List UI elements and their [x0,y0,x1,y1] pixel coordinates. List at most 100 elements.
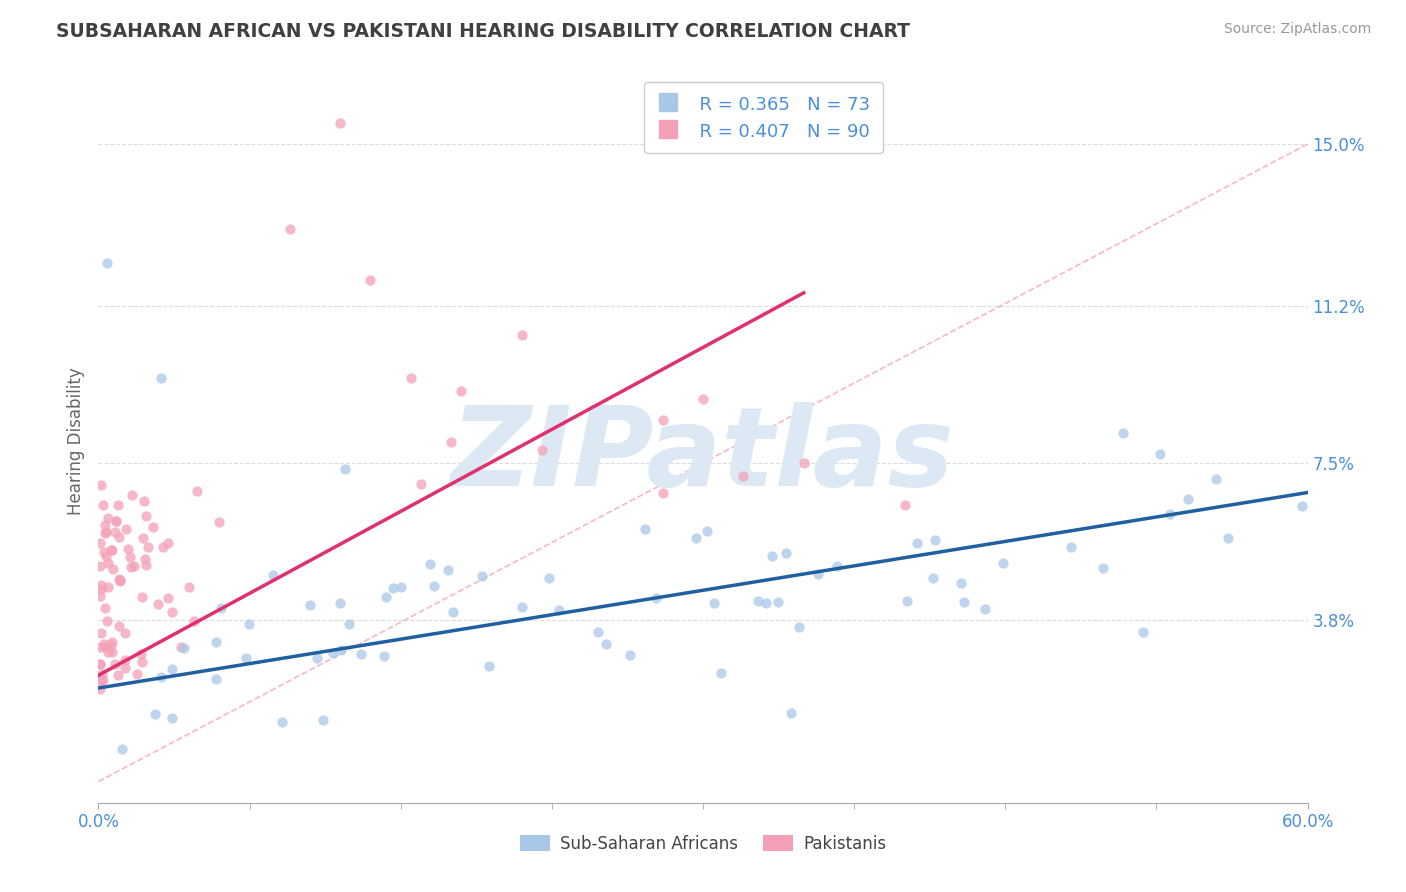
Point [101,635,124,649]
Point [478,659,501,673]
Point [779,706,801,721]
Point [775,546,797,560]
Point [138,540,160,554]
Point [89,558,111,573]
Point [96,614,118,628]
Point [766,594,789,608]
Point [90,626,112,640]
Point [1291,500,1313,514]
Point [160,605,183,619]
Point [108,619,131,633]
Point [89,681,111,696]
Point [93,601,115,615]
Point [120,549,142,564]
Text: ZIPatlas: ZIPatlas [451,402,955,509]
Point [761,549,783,564]
Point [896,594,918,608]
Point [733,468,755,483]
Point [950,576,973,591]
Point [104,514,127,528]
Text: Source: ZipAtlas.com: Source: ZipAtlas.com [1223,22,1371,37]
Point [696,524,718,538]
Point [644,591,666,605]
Point [125,667,148,681]
Point [124,559,146,574]
Point [97,580,120,594]
Point [105,514,128,528]
Point [108,530,131,544]
Point [278,222,301,236]
Point [97,645,120,659]
Point [1112,425,1135,440]
Point [538,570,561,584]
Point [924,533,946,548]
Point [135,558,157,573]
Point [703,597,725,611]
Point [262,567,284,582]
Point [747,594,769,608]
Point [619,648,641,663]
Point [1092,560,1115,574]
Point [103,562,125,576]
Point [205,672,228,686]
Point [173,641,195,656]
Point [793,456,815,470]
Point [129,647,152,661]
Point [350,647,373,661]
Point [423,578,446,592]
Point [1216,531,1239,545]
Point [170,640,193,655]
Point [91,498,114,512]
Point [96,524,118,539]
Point [374,590,396,604]
Point [89,657,111,671]
Point [100,542,122,557]
Point [100,638,122,652]
Point [1060,540,1083,554]
Y-axis label: Hearing Disability: Hearing Disability [66,368,84,516]
Point [101,644,124,658]
Point [952,595,974,609]
Point [307,650,329,665]
Point [108,572,131,586]
Point [156,591,179,605]
Point [131,655,153,669]
Point [333,461,356,475]
Point [419,557,441,571]
Point [373,649,395,664]
Point [787,620,810,634]
Point [399,371,422,385]
Point [235,650,257,665]
Point [93,640,115,654]
Point [893,498,915,512]
Point [121,488,143,502]
Point [329,116,352,130]
Point [94,518,117,533]
Point [329,596,352,610]
Point [441,605,464,619]
Point [90,577,112,591]
Point [298,598,321,612]
Point [238,617,260,632]
Point [89,657,111,671]
Point [132,531,155,545]
Point [183,614,205,628]
Point [93,637,115,651]
Point [162,662,184,676]
Point [360,273,382,287]
Point [530,443,553,458]
Point [1149,448,1171,462]
Point [271,714,294,729]
Point [329,643,352,657]
Point [131,590,153,604]
Point [337,617,360,632]
Point [100,543,122,558]
Point [91,666,114,681]
Point [208,515,231,529]
Point [510,599,533,614]
Point [160,711,183,725]
Point [1159,507,1181,521]
Point [93,544,115,558]
Point [595,637,617,651]
Point [1177,491,1199,506]
